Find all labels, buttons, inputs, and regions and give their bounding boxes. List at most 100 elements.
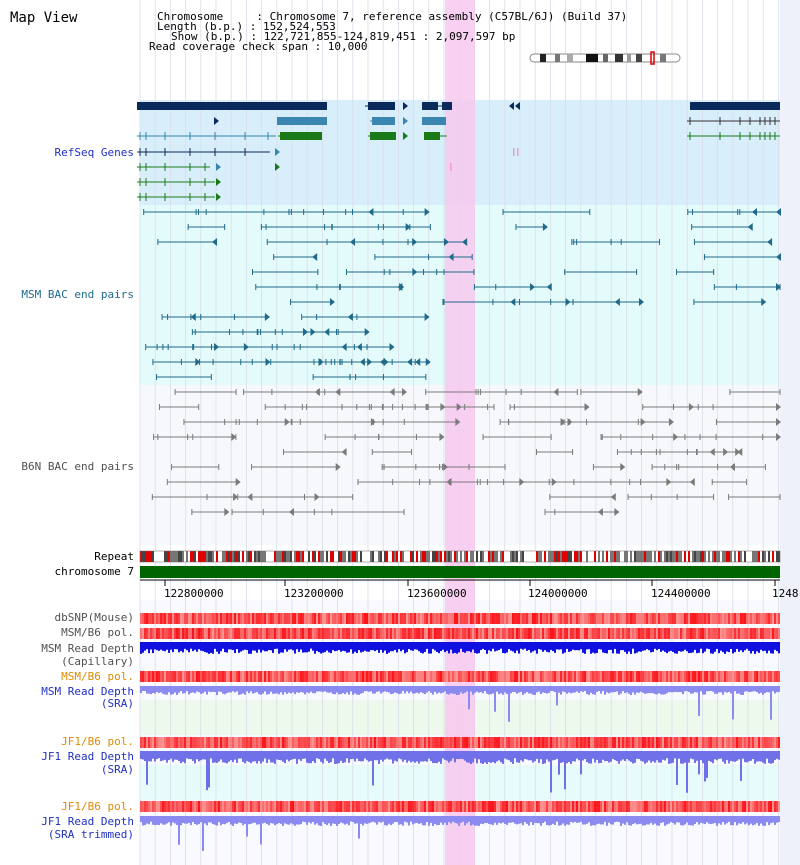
depth-bar [246, 642, 248, 651]
heat-cell [230, 613, 232, 624]
repeat-segment [508, 551, 510, 562]
depth-bar [360, 686, 362, 694]
heat-cell [290, 801, 292, 812]
depth-bar [616, 751, 618, 762]
depth-bar [438, 642, 440, 654]
heat-cell [612, 613, 614, 624]
feature-arrow [776, 433, 781, 441]
heat-cell [336, 628, 338, 639]
heat-cell [240, 628, 242, 639]
depth-bar [710, 642, 712, 654]
heat-cell [260, 613, 262, 624]
repeat-segment [544, 551, 546, 562]
feature-arrow [364, 328, 370, 336]
heat-cell [700, 737, 702, 748]
track-label-b6n-bac[interactable]: B6N BAC end pairs [21, 460, 134, 473]
heat-cell [648, 801, 650, 812]
depth-bar [622, 686, 624, 692]
depth-bar [270, 816, 272, 824]
feature-arrow [264, 313, 270, 321]
repeat-segment [478, 551, 480, 562]
heat-cell [622, 628, 624, 639]
heat-cell [346, 613, 348, 624]
depth-bar [372, 642, 374, 651]
heat-cell [168, 801, 170, 812]
depth-bar [498, 751, 500, 761]
heat-cell [376, 801, 378, 812]
depth-bar [434, 686, 436, 692]
heat-cell [280, 671, 282, 682]
heat-cell [454, 628, 456, 639]
track-label-msm-bac[interactable]: MSM BAC end pairs [21, 288, 134, 301]
depth-bar [758, 816, 760, 826]
depth-bar [694, 686, 696, 693]
depth-bar [386, 751, 388, 759]
heat-cell [734, 671, 736, 682]
heat-cell [608, 613, 610, 624]
depth-bar [592, 751, 594, 759]
heat-cell [276, 737, 278, 748]
depth-bar [178, 642, 180, 653]
depth-bar [388, 686, 390, 693]
heat-cell [346, 737, 348, 748]
depth-bar [706, 816, 708, 823]
heat-cell [640, 613, 642, 624]
repeat-segment [514, 551, 516, 562]
ideogram-band [603, 54, 608, 62]
depth-bar [156, 642, 158, 651]
heat-cell [282, 613, 284, 624]
heat-cell [320, 737, 322, 748]
heat-cell [408, 737, 410, 748]
depth-bar [548, 686, 550, 693]
heat-cell [744, 671, 746, 682]
repeat-segment [400, 551, 402, 562]
depth-bar [590, 816, 592, 826]
heat-cell [484, 737, 486, 748]
depth-bar [764, 686, 766, 693]
depth-bar [612, 816, 614, 825]
depth-bar [544, 686, 546, 693]
heat-cell [188, 628, 190, 639]
track-label-refseq-genes[interactable]: RefSeq Genes [54, 146, 134, 159]
repeat-segment [570, 551, 572, 562]
repeat-segment [144, 551, 146, 562]
repeat-segment [408, 551, 410, 562]
heat-cell [488, 628, 490, 639]
heat-cell [610, 613, 612, 624]
heat-cell [748, 737, 750, 748]
heat-cell [434, 671, 436, 682]
heat-cell [166, 801, 168, 812]
repeat-segment [392, 551, 394, 562]
heat-cell [348, 801, 350, 812]
heat-cell [498, 613, 500, 624]
heat-cell [232, 628, 234, 639]
depth-bar [142, 642, 144, 653]
depth-bar [682, 816, 684, 826]
heat-cell [644, 671, 646, 682]
heat-cell [610, 671, 612, 682]
depth-bar [764, 751, 766, 764]
heat-cell [160, 737, 162, 748]
heat-cell [296, 801, 298, 812]
heat-cell [332, 628, 334, 639]
heat-cell [354, 737, 356, 748]
depth-bar [740, 642, 742, 651]
depth-bar [766, 686, 768, 693]
repeat-segment [580, 551, 582, 562]
depth-bar [720, 686, 722, 693]
heat-cell [278, 801, 280, 812]
heat-cell [234, 628, 236, 639]
depth-bar [434, 642, 436, 651]
heat-cell [654, 613, 656, 624]
heat-cell [142, 628, 144, 639]
heat-cell [456, 671, 458, 682]
depth-bar [560, 816, 562, 826]
repeat-segment [446, 551, 448, 562]
repeat-track-frame [139, 550, 781, 563]
repeat-segment [410, 551, 412, 562]
heat-cell [406, 613, 408, 624]
heat-cell [528, 628, 530, 639]
depth-bar [186, 751, 188, 759]
depth-bar [418, 751, 420, 764]
heat-cell [508, 628, 510, 639]
